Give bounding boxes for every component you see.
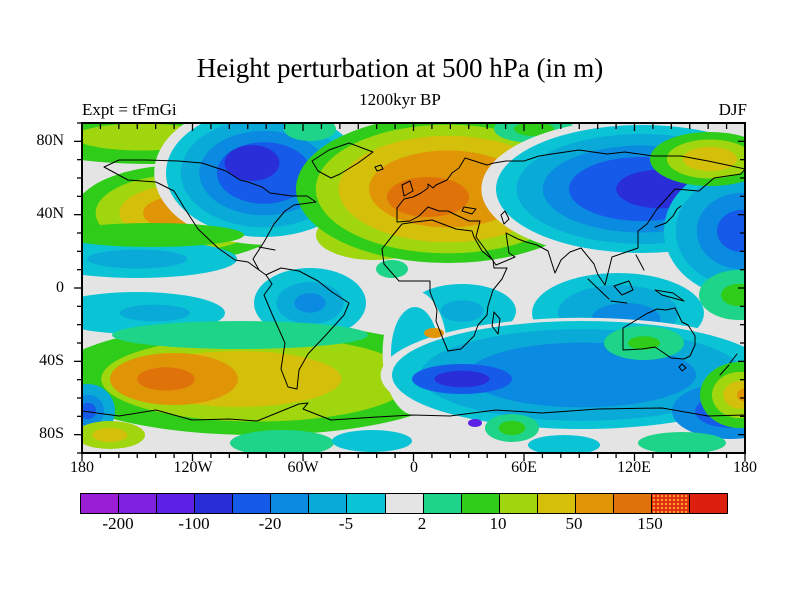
colorbar-segment-16 [690,494,728,513]
colorbar-tick-label: -100 [178,514,210,533]
contour-fill-field [82,123,745,453]
colorbar-segment-8 [385,494,424,513]
lon-label-120w: 120W [173,459,213,476]
coastline-australia-nz [622,307,738,376]
coastlines [82,142,745,422]
colorbar-segment-12 [537,494,576,513]
colorbar [80,493,728,514]
coastline-greenland-iceland [311,142,384,179]
colorbar-segment-0 [81,494,120,513]
colorbar-tick-label: 50 [565,514,583,533]
lat-label-80s: 80S [39,425,64,442]
colorbar-tick-label: -5 [338,514,354,533]
lat-label-eq: 0 [56,279,64,296]
colorbar-segment-1 [119,494,158,513]
colorbar-tick-label: 2 [417,514,427,533]
lon-label-180w: 180 [70,459,94,476]
coastline-africa [381,219,508,352]
lon-label-60e: 60E [511,459,537,476]
colorbar-segment-2 [157,494,196,513]
figure-subtitle: 1200kyr BP [359,90,441,109]
colorbar-segment-13 [575,494,614,513]
colorbar-segment-10 [461,494,500,513]
colorbar-segment-4 [233,494,272,513]
coastline-east-asia-islands [587,205,685,304]
colorbar-segment-14 [613,494,652,513]
colorbar-tick-label: -20 [258,514,282,533]
colorbar-segment-3 [195,494,234,513]
colorbar-labels: -200 -100 -20 -5 2 10 50 150 [80,514,726,536]
colorbar-segment-6 [309,494,348,513]
colorbar-tick-label: 150 [637,514,663,533]
lon-label-60w: 60W [287,459,319,476]
colorbar-tick-label: -200 [102,514,134,533]
colorbar-segment-5 [271,494,310,513]
figure-title: Height perturbation at 500 hPa (in m) [196,53,604,83]
coastline-eurasia [396,149,745,286]
lat-label-40n: 40N [36,205,64,222]
experiment-label: Expt = tFmGi [82,100,177,119]
lon-label-0: 0 [410,459,418,476]
colorbar-segment-15 [651,494,690,513]
lat-label-40s: 40S [39,352,64,369]
map-border [81,122,746,454]
lon-label-120e: 120E [617,459,651,476]
season-label: DJF [718,100,747,119]
lat-label-80n: 80N [36,132,64,149]
coastline-antarctica [82,402,745,422]
colorbar-segment-9 [423,494,462,513]
lon-label-180e: 180 [733,459,757,476]
colorbar-segment-11 [499,494,538,513]
colorbar-segment-7 [347,494,386,513]
coastline-americas [103,159,350,390]
colorbar-tick-label: 10 [489,514,507,533]
